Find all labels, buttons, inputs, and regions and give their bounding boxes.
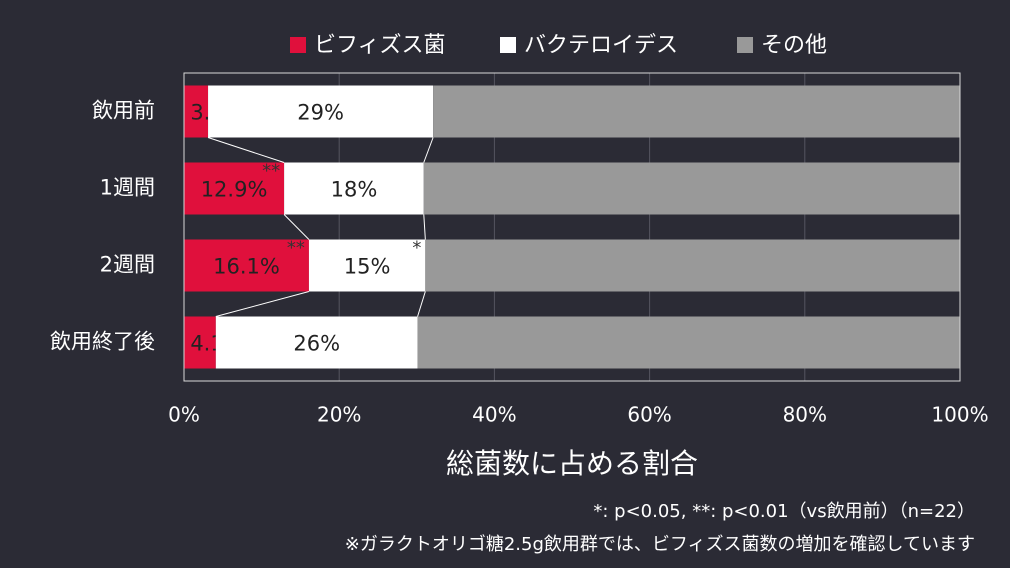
value-label: 26% bbox=[293, 332, 340, 356]
annotation: ** bbox=[287, 238, 305, 259]
y-tick-label: 飲用終了後 bbox=[50, 330, 155, 354]
value-label: 16.1% bbox=[213, 255, 280, 279]
x-tick-label: 80% bbox=[783, 403, 827, 427]
plot-frame bbox=[183, 72, 961, 382]
bar-segment bbox=[417, 316, 960, 369]
bar-segment bbox=[215, 316, 418, 369]
legend-swatch bbox=[737, 37, 753, 53]
value-label: 18% bbox=[331, 178, 378, 202]
series-line bbox=[423, 214, 426, 240]
legend-swatch bbox=[500, 37, 516, 53]
y-tick-label: 1週間 bbox=[100, 176, 155, 200]
x-tick-label: 60% bbox=[627, 403, 671, 427]
value-label: 29% bbox=[297, 101, 344, 125]
bar-segment bbox=[184, 239, 309, 292]
x-axis-label: 総菌数に占める割合 bbox=[446, 447, 698, 480]
bar-segment bbox=[184, 85, 209, 138]
footnote: *: p<0.05, **: p<0.01（vs飲用前）（n=22） bbox=[593, 501, 975, 522]
bar-segment bbox=[284, 162, 424, 215]
bar-segment bbox=[208, 85, 434, 138]
bar-segment bbox=[184, 162, 285, 215]
y-tick-label: 飲用前 bbox=[92, 99, 155, 123]
bar-segment bbox=[423, 162, 960, 215]
x-tick-label: 40% bbox=[472, 403, 516, 427]
series-line bbox=[207, 137, 285, 163]
legend-label: その他 bbox=[761, 33, 827, 58]
bar-segment bbox=[308, 239, 426, 292]
value-label: 15% bbox=[344, 255, 391, 279]
annotation: * bbox=[412, 238, 421, 259]
x-tick-label: 20% bbox=[317, 403, 361, 427]
x-tick-label: 0% bbox=[168, 403, 200, 427]
footnote: ※ガラクトオリゴ糖2.5g飲用群では、ビフィズス菌数の増加を確認しています bbox=[345, 534, 975, 555]
y-tick-label: 2週間 bbox=[100, 253, 155, 277]
legend-swatch bbox=[290, 37, 306, 53]
x-tick-label: 100% bbox=[931, 403, 988, 427]
series-line bbox=[423, 137, 434, 163]
series-line bbox=[215, 291, 310, 317]
series-line bbox=[417, 291, 426, 317]
legend-label: バクテロイデス bbox=[524, 33, 678, 58]
bar-segment bbox=[425, 239, 960, 292]
bar-segment bbox=[433, 85, 960, 138]
annotation: ** bbox=[262, 161, 280, 182]
series-line bbox=[283, 214, 310, 240]
value-label: 12.9% bbox=[201, 178, 268, 202]
bar-segment bbox=[184, 316, 216, 369]
legend-label: ビフィズス菌 bbox=[314, 33, 446, 58]
